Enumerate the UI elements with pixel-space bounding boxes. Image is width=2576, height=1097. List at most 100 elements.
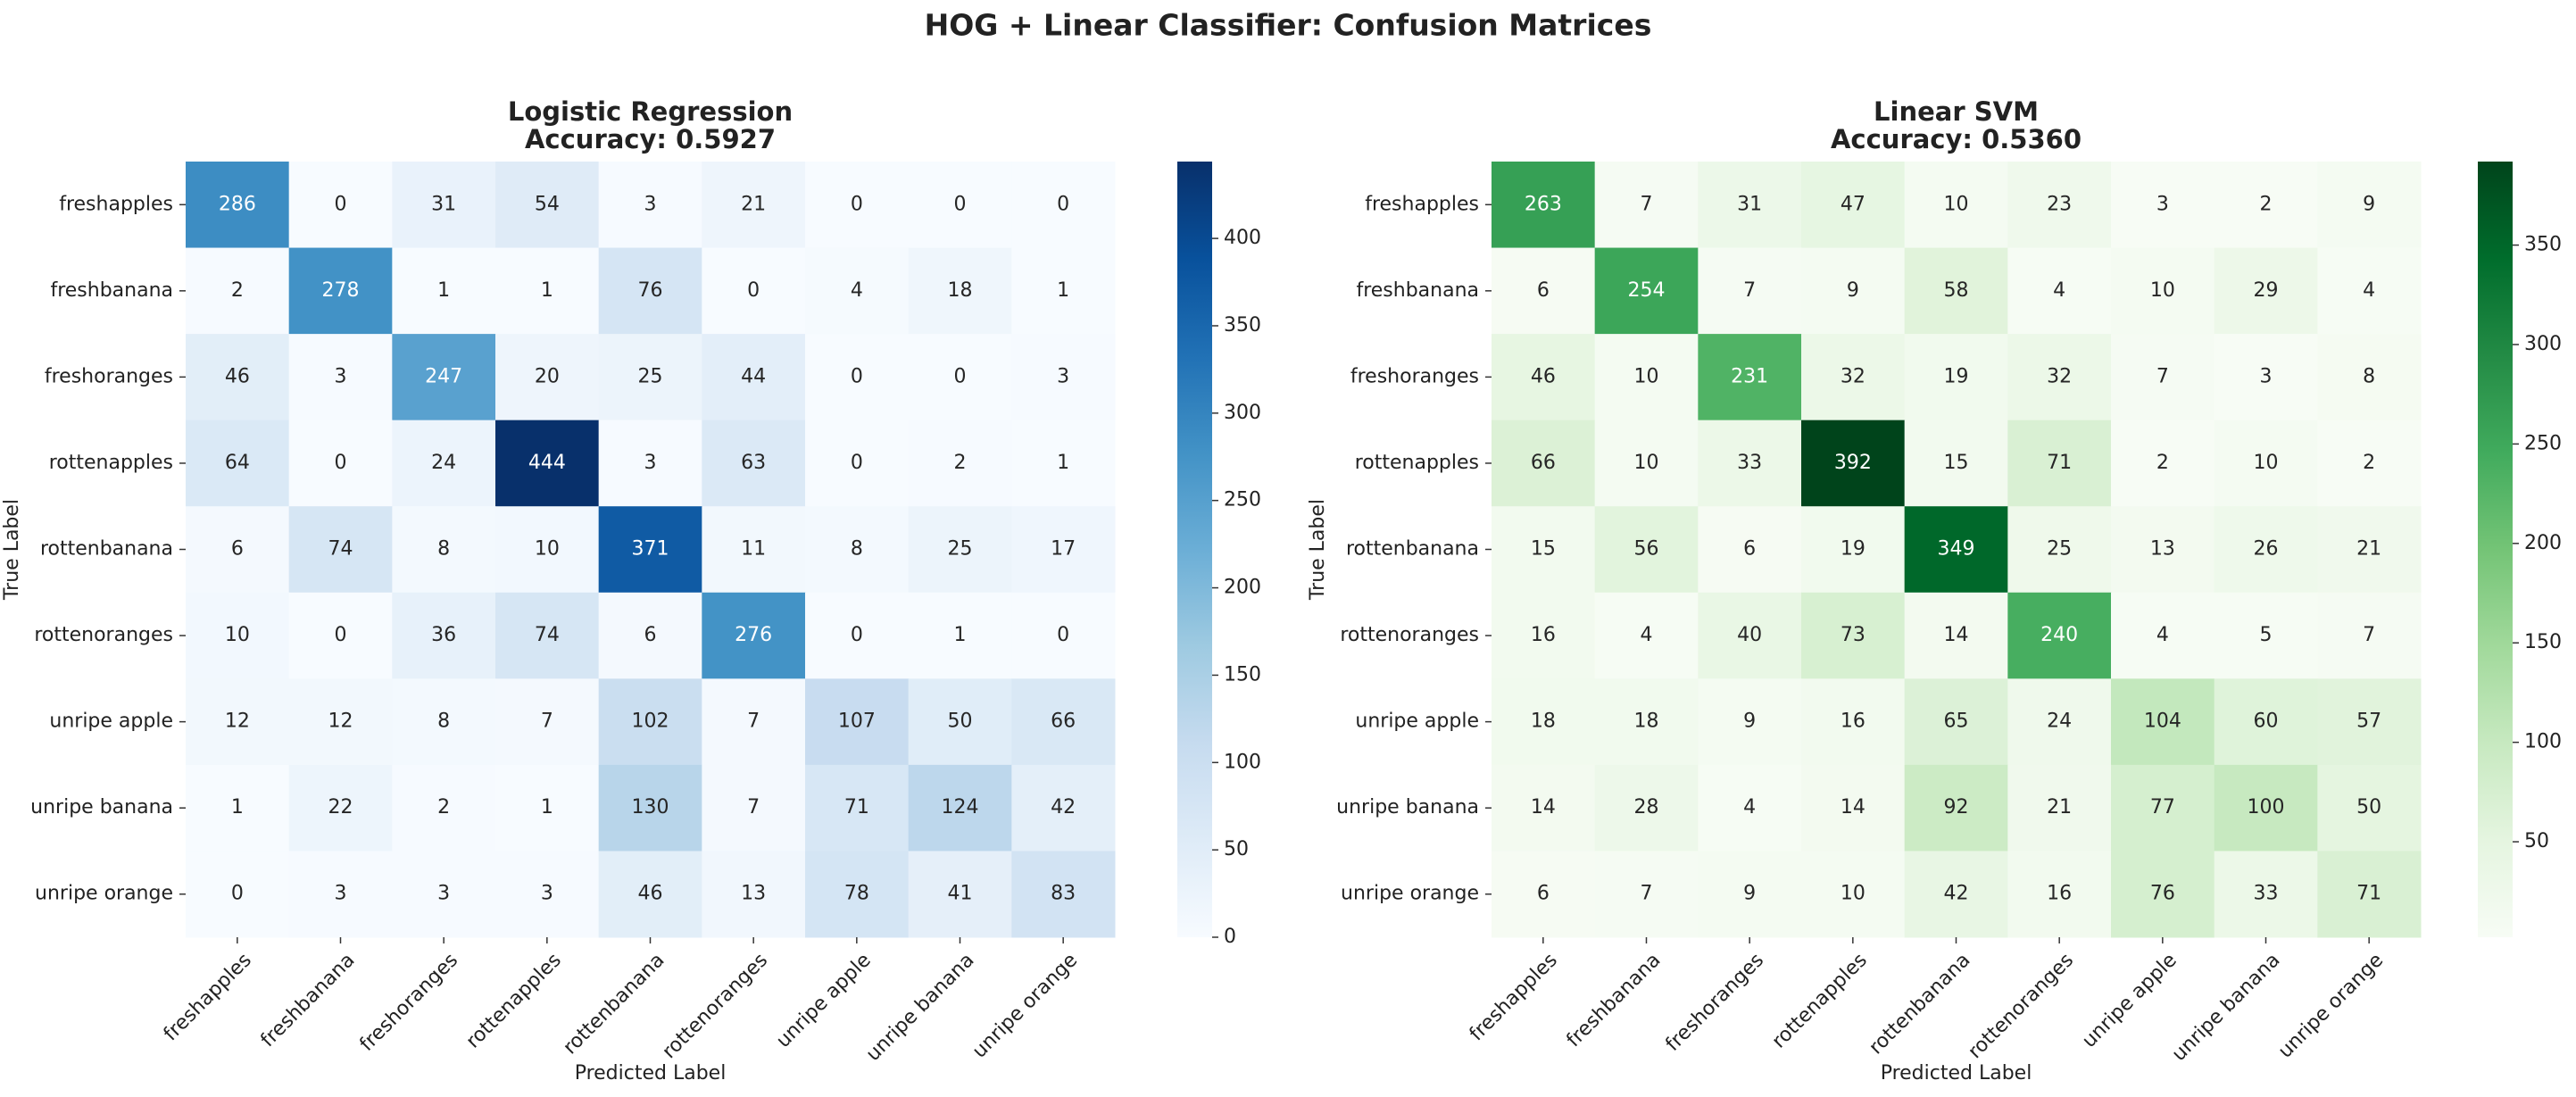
cell [2214, 592, 2318, 679]
cell-label: 63 [741, 452, 766, 474]
x-tick-label: rottenoranges [1964, 949, 2078, 1063]
x-tick-label: rottenbanana [559, 949, 669, 1059]
cell-label: 54 [535, 193, 560, 215]
cell [1492, 506, 1596, 594]
cell-label: 36 [431, 624, 456, 646]
cell [2317, 247, 2422, 335]
cell [2111, 764, 2215, 852]
cell-label: 0 [954, 193, 967, 215]
cell [2111, 678, 2215, 766]
cell [495, 162, 600, 249]
cell [805, 247, 910, 335]
cell [908, 592, 1012, 679]
cell-label: 102 [632, 711, 669, 733]
cell-label: 14 [1841, 796, 1866, 819]
colorbar-tick-label: 250 [1224, 489, 1261, 511]
cell-label: 10 [535, 538, 560, 561]
cell [288, 162, 393, 249]
cell [908, 334, 1012, 421]
cell [392, 334, 496, 421]
cell-label: 4 [1743, 796, 1756, 819]
cell-label: 9 [1743, 711, 1756, 733]
cell-label: 7 [1743, 279, 1756, 302]
cell [1801, 506, 1906, 594]
cell [1492, 420, 1596, 507]
y-tick-label: unripe apple [1355, 711, 1479, 733]
colorbar-tick-label: 50 [1224, 838, 1249, 860]
cell-label: 9 [1743, 883, 1756, 905]
chart-subtitle: Accuracy: 0.5360 [1831, 124, 2082, 154]
cell [392, 247, 496, 335]
cell [1011, 162, 1116, 249]
cell [598, 678, 702, 766]
cell [702, 592, 806, 679]
cell [1904, 678, 2008, 766]
colorbar [1177, 162, 1212, 937]
cell [1492, 764, 1596, 852]
cell [1904, 592, 2008, 679]
cell [2007, 678, 2112, 766]
cell-label: 10 [1634, 452, 1659, 474]
cell-label: 47 [1841, 193, 1866, 215]
cell-label: 9 [1847, 279, 1859, 302]
chart-title: Logistic Regression [508, 96, 793, 127]
cell [2007, 162, 2112, 249]
cell [288, 764, 393, 852]
cell [598, 334, 702, 421]
cell [288, 334, 393, 421]
cell [392, 764, 496, 852]
cell-label: 17 [1051, 538, 1076, 561]
cell-label: 7 [2363, 624, 2375, 646]
cell [186, 247, 290, 335]
cell-label: 24 [2047, 711, 2072, 733]
cell-label: 16 [1841, 711, 1866, 733]
cell-label: 44 [741, 365, 766, 387]
cell-label: 2 [2260, 193, 2273, 215]
x-tick-label: freshapples [160, 949, 256, 1045]
cell [288, 247, 393, 335]
cell-label: 71 [2047, 452, 2072, 474]
cell [702, 247, 806, 335]
cell [495, 247, 600, 335]
cell-label: 73 [1841, 624, 1866, 646]
cell [1698, 420, 1802, 507]
cell-label: 4 [2156, 624, 2169, 646]
cell [186, 764, 290, 852]
cell-label: 46 [1531, 365, 1556, 387]
cell-label: 21 [2047, 796, 2072, 819]
cell [2317, 162, 2422, 249]
colorbar-tick-label: 300 [2524, 333, 2562, 355]
cell [392, 506, 496, 594]
cell-label: 76 [638, 279, 663, 302]
cell-label: 25 [638, 365, 663, 387]
cell-label: 1 [231, 796, 244, 819]
cell-label: 6 [644, 624, 657, 646]
cell-label: 40 [1737, 624, 1762, 646]
cell-label: 444 [528, 452, 566, 474]
x-tick-label: rottenapples [462, 949, 566, 1052]
cell [288, 592, 393, 679]
cell-label: 1 [541, 796, 553, 819]
cell-label: 0 [851, 365, 863, 387]
cell [1904, 420, 2008, 507]
cell [186, 162, 290, 249]
cell-label: 8 [437, 538, 450, 561]
cell-label: 247 [425, 365, 462, 387]
cell-label: 10 [1634, 365, 1659, 387]
cell-label: 71 [844, 796, 869, 819]
cell-label: 6 [1537, 279, 1550, 302]
cell [1801, 678, 1906, 766]
cell-label: 32 [2047, 365, 2072, 387]
y-tick-label: freshapples [59, 193, 173, 215]
figure-title: HOG + Linear Classifier: Confusion Matri… [925, 8, 1652, 43]
cell [2214, 334, 2318, 421]
cell-label: 76 [2150, 883, 2175, 905]
cell [1801, 247, 1906, 335]
cell-label: 10 [1841, 883, 1866, 905]
cell-label: 7 [1641, 883, 1653, 905]
cell-label: 15 [1531, 538, 1556, 561]
cell-label: 3 [644, 193, 657, 215]
y-tick-label: rottenoranges [34, 624, 173, 646]
cell-label: 276 [735, 624, 772, 646]
cell [2214, 851, 2318, 938]
